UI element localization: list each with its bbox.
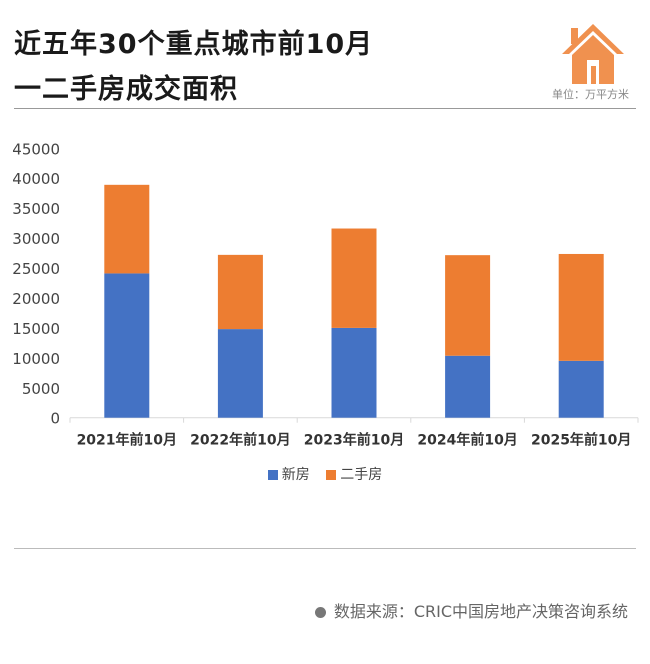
legend-swatch-resale [326, 470, 337, 480]
bar-new-3 [445, 355, 491, 418]
x-tick-label: 2021年前10月 [77, 432, 177, 449]
bullet-icon [314, 607, 326, 618]
x-tick-label: 2025年前10月 [531, 432, 631, 449]
y-tick-label: 0 [50, 410, 60, 428]
x-tick-label: 2022年前10月 [190, 432, 290, 449]
y-tick-label: 30000 [12, 230, 60, 248]
legend-label-new: 新房 [281, 467, 310, 483]
bar-resale-2 [331, 228, 377, 328]
y-tick-label: 25000 [12, 260, 60, 278]
legend-swatch-new [267, 470, 278, 480]
y-tick-label: 20000 [12, 290, 60, 308]
legend-label-resale: 二手房 [340, 467, 383, 483]
source-note: 数据来源：CRIC中国房地产决策咨询系统 [314, 598, 628, 622]
bar-resale-4 [558, 253, 604, 361]
bar-new-0 [104, 273, 150, 418]
legend-item-new: 新房 [267, 467, 310, 483]
bar-new-4 [558, 360, 604, 418]
bar-new-2 [331, 327, 377, 418]
x-tick-label: 2023年前10月 [304, 432, 404, 449]
x-tick-label: 2024年前10月 [417, 432, 517, 449]
bar-resale-3 [445, 255, 491, 356]
legend-item-resale: 二手房 [326, 467, 382, 483]
source-text: 数据来源：CRIC中国房地产决策咨询系统 [333, 602, 628, 621]
legend: 新房 二手房 [0, 464, 650, 484]
title-line-1: 近五年30个重点城市前10月 [14, 29, 374, 60]
bottom-divider [14, 548, 636, 549]
y-tick-label: 10000 [12, 350, 60, 368]
y-tick-label: 35000 [12, 200, 60, 218]
y-tick-label: 15000 [12, 320, 60, 338]
title-line-2: 一二手房成交面积 [14, 74, 238, 105]
y-tick-label: 40000 [12, 170, 60, 188]
bar-resale-1 [217, 254, 263, 330]
stacked-bar-chart: 0 5000 10000 15000 20000 25000 30000 35000 40000… [12, 140, 639, 449]
chart-title: 近五年30个重点城市前10月 一二手房成交面积 [14, 22, 373, 112]
top-divider [14, 108, 636, 109]
y-tick-label: 45000 [12, 140, 60, 158]
unit-label: 单位：万平方米 [552, 88, 629, 101]
bar-resale-0 [104, 184, 150, 274]
house-icon [562, 24, 624, 84]
bar-new-1 [217, 329, 263, 418]
y-tick-label: 5000 [22, 380, 60, 398]
